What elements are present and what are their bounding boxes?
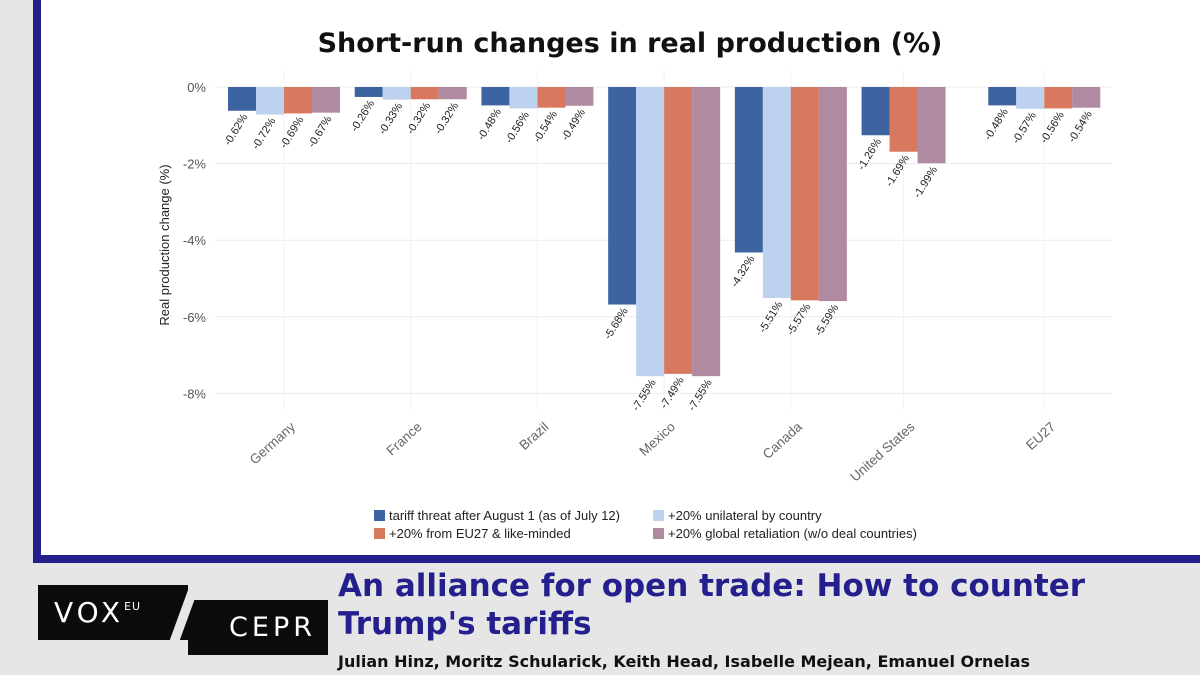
x-category-label: Brazil: [516, 419, 551, 453]
data-label: -0.62%: [222, 112, 251, 148]
data-label: -0.54%: [1066, 109, 1095, 145]
bar: [382, 87, 411, 100]
legend-label: tariff threat after August 1 (as of July…: [389, 508, 620, 523]
y-tick-label: -4%: [183, 233, 207, 248]
data-label: -0.33%: [377, 101, 406, 137]
bar: [608, 87, 637, 305]
bar: [692, 87, 721, 377]
y-tick-label: 0%: [187, 80, 206, 95]
legend-item-unilateral: +20% unilateral by country: [653, 508, 822, 523]
x-category-label: EU27: [1023, 419, 1058, 453]
x-category-label: Mexico: [636, 419, 678, 459]
legend-swatch: [374, 510, 385, 521]
legend-item-tariff-threat: tariff threat after August 1 (as of July…: [374, 508, 620, 523]
data-label: -5.57%: [785, 301, 814, 337]
bar: [762, 87, 791, 299]
bar: [228, 87, 256, 111]
legend-item-eu27: +20% from EU27 & like-minded: [374, 526, 571, 541]
data-label: -7.55%: [686, 377, 715, 413]
bar: [1016, 87, 1045, 109]
bar: [509, 87, 538, 109]
bar: [861, 87, 890, 136]
article-authors: Julian Hinz, Moritz Schularick, Keith He…: [338, 652, 1031, 671]
x-category-label: France: [383, 419, 424, 458]
legend-swatch: [653, 528, 664, 539]
bar: [1044, 87, 1073, 109]
data-label: -0.48%: [475, 106, 504, 142]
bar: [256, 87, 284, 115]
legend-swatch: [374, 528, 385, 539]
bar: [438, 87, 467, 100]
legend-swatch: [653, 510, 664, 521]
legend-item-global-retaliation: +20% global retaliation (w/o deal countr…: [653, 526, 917, 541]
bar: [565, 87, 594, 106]
data-label: -0.69%: [278, 114, 307, 150]
bar: [537, 87, 566, 108]
bar: [917, 87, 946, 164]
legend-label: +20% unilateral by country: [668, 508, 822, 523]
bar: [889, 87, 918, 152]
bar: [790, 87, 819, 301]
data-label: -7.55%: [630, 377, 659, 413]
data-label: -0.67%: [306, 114, 335, 150]
bar: [818, 87, 847, 302]
bar: [1072, 87, 1101, 108]
data-label: -0.49%: [559, 107, 588, 143]
bar: [410, 87, 439, 100]
voxeu-logo: VOXEU: [38, 585, 188, 640]
data-label: -0.57%: [1010, 110, 1039, 146]
bar: [284, 87, 312, 114]
y-tick-label: -6%: [183, 310, 207, 325]
bar: [354, 87, 383, 97]
data-label: -0.72%: [250, 116, 279, 152]
bar: [312, 87, 340, 113]
data-label: -0.56%: [503, 109, 532, 145]
legend-label: +20% global retaliation (w/o deal countr…: [668, 526, 917, 541]
y-tick-label: -8%: [183, 386, 207, 401]
data-label: -5.68%: [602, 306, 631, 342]
data-label: -1.99%: [911, 164, 940, 200]
data-label: -1.69%: [883, 153, 912, 189]
data-label: -0.26%: [349, 98, 378, 134]
y-tick-label: -2%: [183, 157, 207, 172]
x-category-label: Canada: [760, 419, 806, 462]
data-label: -5.59%: [813, 302, 842, 338]
y-axis-title: Real production change (%): [157, 164, 172, 325]
data-label: -0.56%: [1038, 109, 1067, 145]
data-label: -0.54%: [531, 109, 560, 145]
data-label: -4.32%: [729, 254, 758, 290]
chart-title: Short-run changes in real production (%): [317, 28, 943, 59]
cepr-logo: CEPR: [188, 600, 328, 655]
bars: [228, 87, 1101, 377]
data-label: -0.32%: [405, 100, 434, 136]
bar-chart: -0.62% -0.72% -0.69% -0.67% -0.26% -0.33% -0.3…: [157, 70, 1112, 485]
data-label: -1.26%: [855, 136, 884, 172]
x-category-label: United States: [847, 419, 917, 485]
x-category-label: Germany: [247, 419, 298, 467]
data-label: -0.32%: [433, 100, 462, 136]
bar: [734, 87, 763, 253]
data-label: -0.48%: [982, 106, 1011, 142]
article-headline: An alliance for open trade: How to count…: [338, 568, 1086, 642]
bar: [481, 87, 510, 106]
bar: [988, 87, 1017, 106]
bar: [636, 87, 665, 377]
bar: [664, 87, 693, 374]
legend-label: +20% from EU27 & like-minded: [389, 526, 571, 541]
